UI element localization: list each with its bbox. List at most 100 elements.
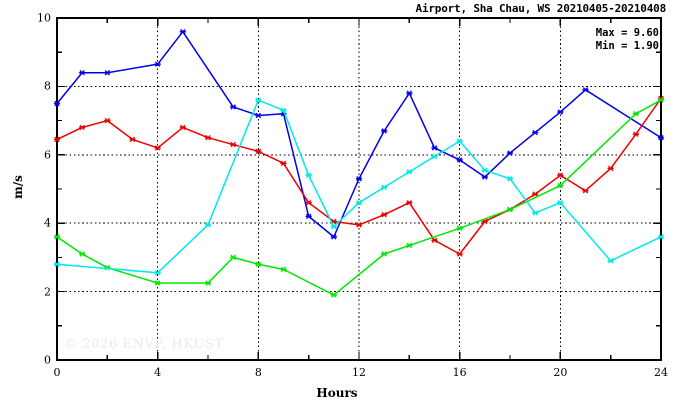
x-tick-label: 4	[154, 366, 162, 379]
data-point	[532, 210, 539, 216]
data-point	[305, 172, 312, 179]
data-point	[506, 206, 514, 213]
data-point	[657, 134, 665, 141]
data-point	[104, 117, 111, 124]
data-point	[154, 280, 161, 286]
y-tick-label: 4	[44, 216, 51, 230]
min-label: Min = 1.90	[595, 39, 659, 52]
data-point	[280, 266, 287, 273]
data-point	[406, 242, 413, 249]
data-point	[431, 145, 438, 151]
data-point	[532, 191, 539, 197]
data-point	[557, 109, 564, 115]
data-point	[381, 251, 388, 257]
data-point	[381, 184, 388, 191]
data-point	[607, 258, 614, 264]
data-point	[53, 136, 61, 143]
data-point	[355, 199, 363, 206]
data-point	[330, 223, 337, 230]
data-point	[557, 172, 564, 179]
data-point	[632, 111, 639, 117]
data-point	[204, 280, 212, 286]
series-day3	[53, 97, 665, 298]
y-tick-label: 0	[44, 353, 51, 367]
data-point	[431, 237, 438, 244]
data-point	[154, 61, 161, 67]
data-point	[204, 222, 212, 228]
data-point	[657, 234, 665, 240]
data-point	[582, 87, 589, 93]
data-point	[154, 145, 161, 151]
axis-ticks	[56, 17, 662, 361]
data-point	[381, 211, 388, 218]
x-tick-label: 16	[452, 366, 467, 379]
y-axis-label: m/s	[11, 175, 25, 199]
data-point	[129, 136, 136, 143]
data-point	[179, 124, 186, 131]
data-point	[481, 167, 488, 173]
data-point	[280, 107, 287, 114]
data-point	[53, 100, 61, 107]
data-point	[204, 134, 212, 141]
data-point	[330, 292, 337, 298]
data-point	[330, 234, 337, 240]
data-point	[230, 254, 237, 261]
data-point	[255, 112, 262, 119]
data-point	[79, 251, 86, 257]
data-point	[456, 251, 463, 257]
data-point	[506, 150, 514, 156]
data-point	[582, 187, 589, 194]
plot-frame	[56, 17, 662, 361]
data-point	[557, 199, 564, 206]
x-tick-label: 0	[53, 366, 61, 379]
x-tick-label: 8	[254, 366, 262, 379]
data-point	[632, 131, 639, 138]
data-point	[456, 225, 463, 232]
y-tick-label: 2	[44, 285, 51, 299]
data-point	[230, 104, 237, 110]
data-point	[305, 213, 312, 220]
gridlines	[57, 18, 661, 360]
data-point	[79, 69, 86, 76]
x-axis-label: Hours	[316, 386, 358, 400]
data-point	[506, 176, 514, 182]
data-point	[255, 148, 262, 155]
data-point	[406, 90, 413, 96]
data-point	[406, 199, 413, 206]
x-tick-label: 12	[352, 366, 366, 379]
data-point	[607, 165, 614, 172]
data-point	[79, 124, 86, 131]
series-day2	[53, 95, 665, 257]
data-point	[406, 169, 413, 175]
data-point	[230, 141, 237, 148]
series-day1	[53, 28, 665, 240]
data-point	[255, 261, 262, 267]
data-point	[355, 222, 363, 228]
data-point	[532, 129, 539, 136]
max-label: Max = 9.60	[595, 27, 659, 39]
data-point	[280, 160, 287, 167]
data-point	[104, 69, 111, 76]
series-day4	[53, 97, 665, 276]
stats-annotation: Max = 9.60 Min = 1.90	[596, 27, 659, 53]
y-tick-label: 10	[37, 11, 51, 25]
data-point	[355, 176, 363, 182]
y-tick-label: 8	[44, 79, 51, 93]
y-tick-label: 6	[44, 148, 51, 162]
data-point	[431, 153, 438, 160]
data-point	[456, 157, 463, 163]
data-point	[53, 261, 61, 267]
data-point	[657, 97, 665, 103]
data-point	[179, 28, 186, 35]
data-point	[456, 138, 463, 144]
data-point	[305, 199, 312, 206]
data-point	[255, 97, 262, 103]
x-tick-label: 20	[553, 366, 568, 379]
x-tick-label: 24	[654, 366, 668, 379]
data-point	[53, 234, 61, 240]
data-point	[381, 128, 388, 134]
data-point	[154, 270, 161, 276]
